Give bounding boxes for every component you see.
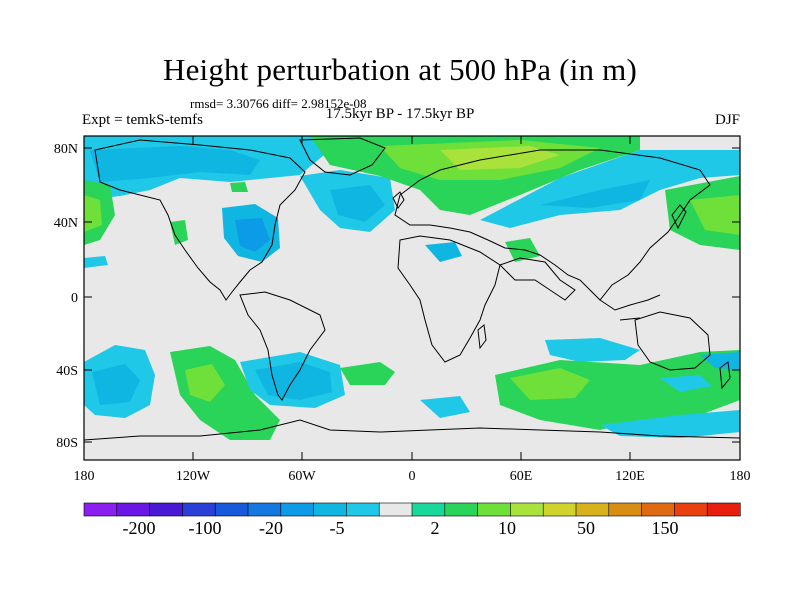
contour-us-blue-core [235, 218, 270, 252]
coast-africa [397, 235, 501, 363]
contour-west-pacific-green-core [84, 195, 102, 232]
lon-label-120e: 120E [615, 469, 645, 484]
colorbar-swatch-18 [641, 502, 675, 517]
coast-antarctica [84, 419, 740, 441]
colorbar-label-3: -20 [259, 518, 283, 538]
contour-pacific-green-core [690, 195, 740, 235]
lat-label-80n: 80N [54, 142, 78, 157]
plot-title: Height perturbation at 500 hPa (in m) [162, 52, 638, 87]
lon-label-180e: 180 [730, 469, 751, 484]
colorbar-label-8: 150 [652, 518, 679, 538]
colorbar-swatch-14 [510, 502, 544, 517]
colorbar-label-6: 10 [498, 518, 516, 538]
contour-south-indian-blue-2 [700, 352, 740, 370]
colorbar-swatch-11 [411, 502, 446, 517]
lat-label-40s: 40S [56, 364, 78, 379]
colorbar-swatch-15 [542, 502, 577, 517]
colorbar-swatch-7 [280, 502, 315, 517]
contour-fills [84, 136, 740, 440]
colorbar-label-5: 2 [431, 518, 440, 538]
coast-north-america [94, 139, 306, 301]
lon-label-0: 0 [409, 469, 416, 484]
contour-small-blue-1 [425, 242, 462, 262]
colorbar-swatch-9 [346, 502, 380, 517]
coastlines [84, 137, 740, 441]
contour-small-blue-2 [84, 256, 108, 268]
contour-south-indian-blue [660, 375, 712, 392]
contour-asia-blue-2 [540, 180, 650, 208]
colorbar-label-2: -100 [189, 518, 222, 538]
colorbar-swatch-8 [313, 502, 348, 517]
colorbar-swatch-13 [477, 502, 512, 517]
lon-label-60e: 60E [510, 469, 533, 484]
colorbar-labels: -200 -100 -20 -5 2 10 50 150 [123, 518, 679, 538]
coast-uk [392, 191, 405, 209]
contour-north-blue-atlantic [330, 185, 385, 222]
colorbar-swatch-4 [182, 502, 216, 517]
colorbar-label-7: 50 [577, 518, 595, 538]
contour-south-atlantic-green [340, 362, 395, 385]
contour-southern-ocean-blue [600, 410, 740, 438]
contour-small-green-3 [230, 182, 248, 192]
contour-north-blue-2 [90, 146, 260, 182]
contour-small-green-1 [170, 220, 188, 245]
colorbar-swatch-20 [706, 502, 741, 517]
lat-label-40n: 40N [54, 216, 78, 231]
colorbar-label-4: -5 [330, 518, 345, 538]
colorbar-swatch-2 [116, 502, 151, 517]
contour-south-america-blue-core [255, 362, 332, 400]
coast-arabia-india [499, 257, 576, 301]
colorbar-swatch-16 [575, 502, 610, 517]
lat-label-80s: 80S [56, 436, 78, 451]
colorbar-swatch-6 [247, 502, 282, 517]
lon-label-120w: 120W [176, 469, 211, 484]
coast-new-zealand [719, 361, 731, 390]
coast-australia [634, 311, 711, 371]
contour-south-atlantic-blue [420, 396, 470, 418]
colorbar-swatch-12 [444, 502, 479, 517]
season-label: DJF [714, 112, 740, 128]
colorbar-swatch-10 [378, 502, 413, 517]
colorbar-label-1: -200 [123, 518, 156, 538]
lon-label-180w: 180 [74, 469, 95, 484]
lat-label-eq: 0 [71, 291, 78, 306]
colorbar-swatch-19 [674, 502, 708, 517]
contour-south-pacific-blue-core [92, 364, 140, 405]
contour-indian-blue [545, 338, 640, 362]
coast-south-america [239, 291, 326, 401]
coast-se-asia-islands [599, 294, 661, 321]
colorbar-swatch-3 [149, 502, 184, 517]
coast-japan [671, 204, 687, 230]
coast-eurasia [394, 149, 711, 301]
latitude-labels: 80N 40N 0 40S 80S [54, 142, 78, 451]
experiment-label: Expt = temkS-temfs [82, 112, 203, 128]
colorbar-swatch-17 [608, 502, 643, 517]
longitude-labels: 180 120W 60W 0 60E 120E 180 [74, 469, 751, 484]
contour-south-pacific-green-core [185, 364, 225, 402]
colorbar [83, 502, 741, 517]
colorbar-swatch-5 [214, 502, 249, 517]
stats-label: rmsd= 3.30766 diff= 2.98152e-08 [190, 96, 367, 111]
lon-label-60w: 60W [288, 469, 316, 484]
tick-marks [83, 136, 741, 460]
coast-madagascar [477, 324, 487, 350]
period-label: 17.5kyr BP - 17.5kyr BP [325, 106, 475, 122]
colorbar-swatch-1 [83, 502, 118, 517]
contour-southern-ocean-green-core [510, 368, 590, 400]
coast-greenland [299, 137, 386, 176]
